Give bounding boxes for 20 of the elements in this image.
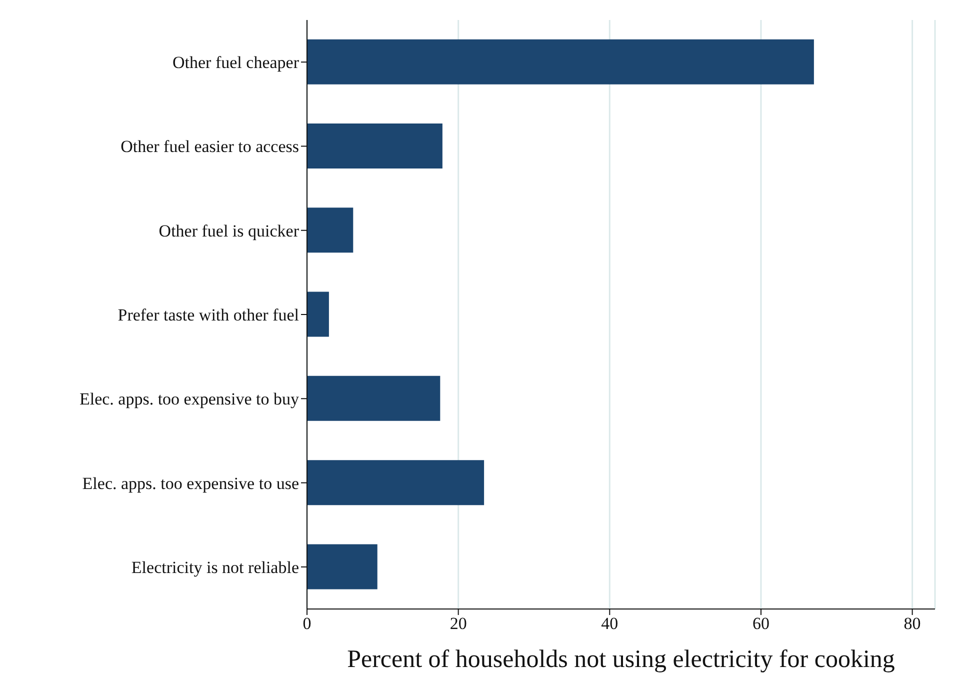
bar xyxy=(307,460,484,506)
bar xyxy=(307,376,440,421)
y-tick-label: Elec. apps. too expensive to use xyxy=(82,474,299,493)
y-tick-label: Other fuel easier to access xyxy=(120,137,299,156)
x-tick-label: 0 xyxy=(302,614,312,634)
y-tick-label: Elec. apps. too expensive to buy xyxy=(79,390,300,409)
y-tick-label: Electricity is not reliable xyxy=(131,558,299,577)
x-tick-label: 20 xyxy=(450,614,467,634)
bar xyxy=(307,292,329,337)
x-axis-title: Percent of households not using electricity for cooking xyxy=(347,646,896,673)
bar xyxy=(307,123,442,168)
y-tick-label: Other fuel is quicker xyxy=(158,221,300,240)
y-tick-label: Other fuel cheaper xyxy=(172,53,300,72)
bar xyxy=(307,39,814,84)
x-tick-label: 40 xyxy=(601,614,618,634)
x-tick-label: 80 xyxy=(904,614,921,634)
bar xyxy=(307,544,378,590)
bar xyxy=(307,208,354,253)
y-tick-label: Prefer taste with other fuel xyxy=(118,306,300,325)
x-tick-label: 60 xyxy=(752,614,770,634)
